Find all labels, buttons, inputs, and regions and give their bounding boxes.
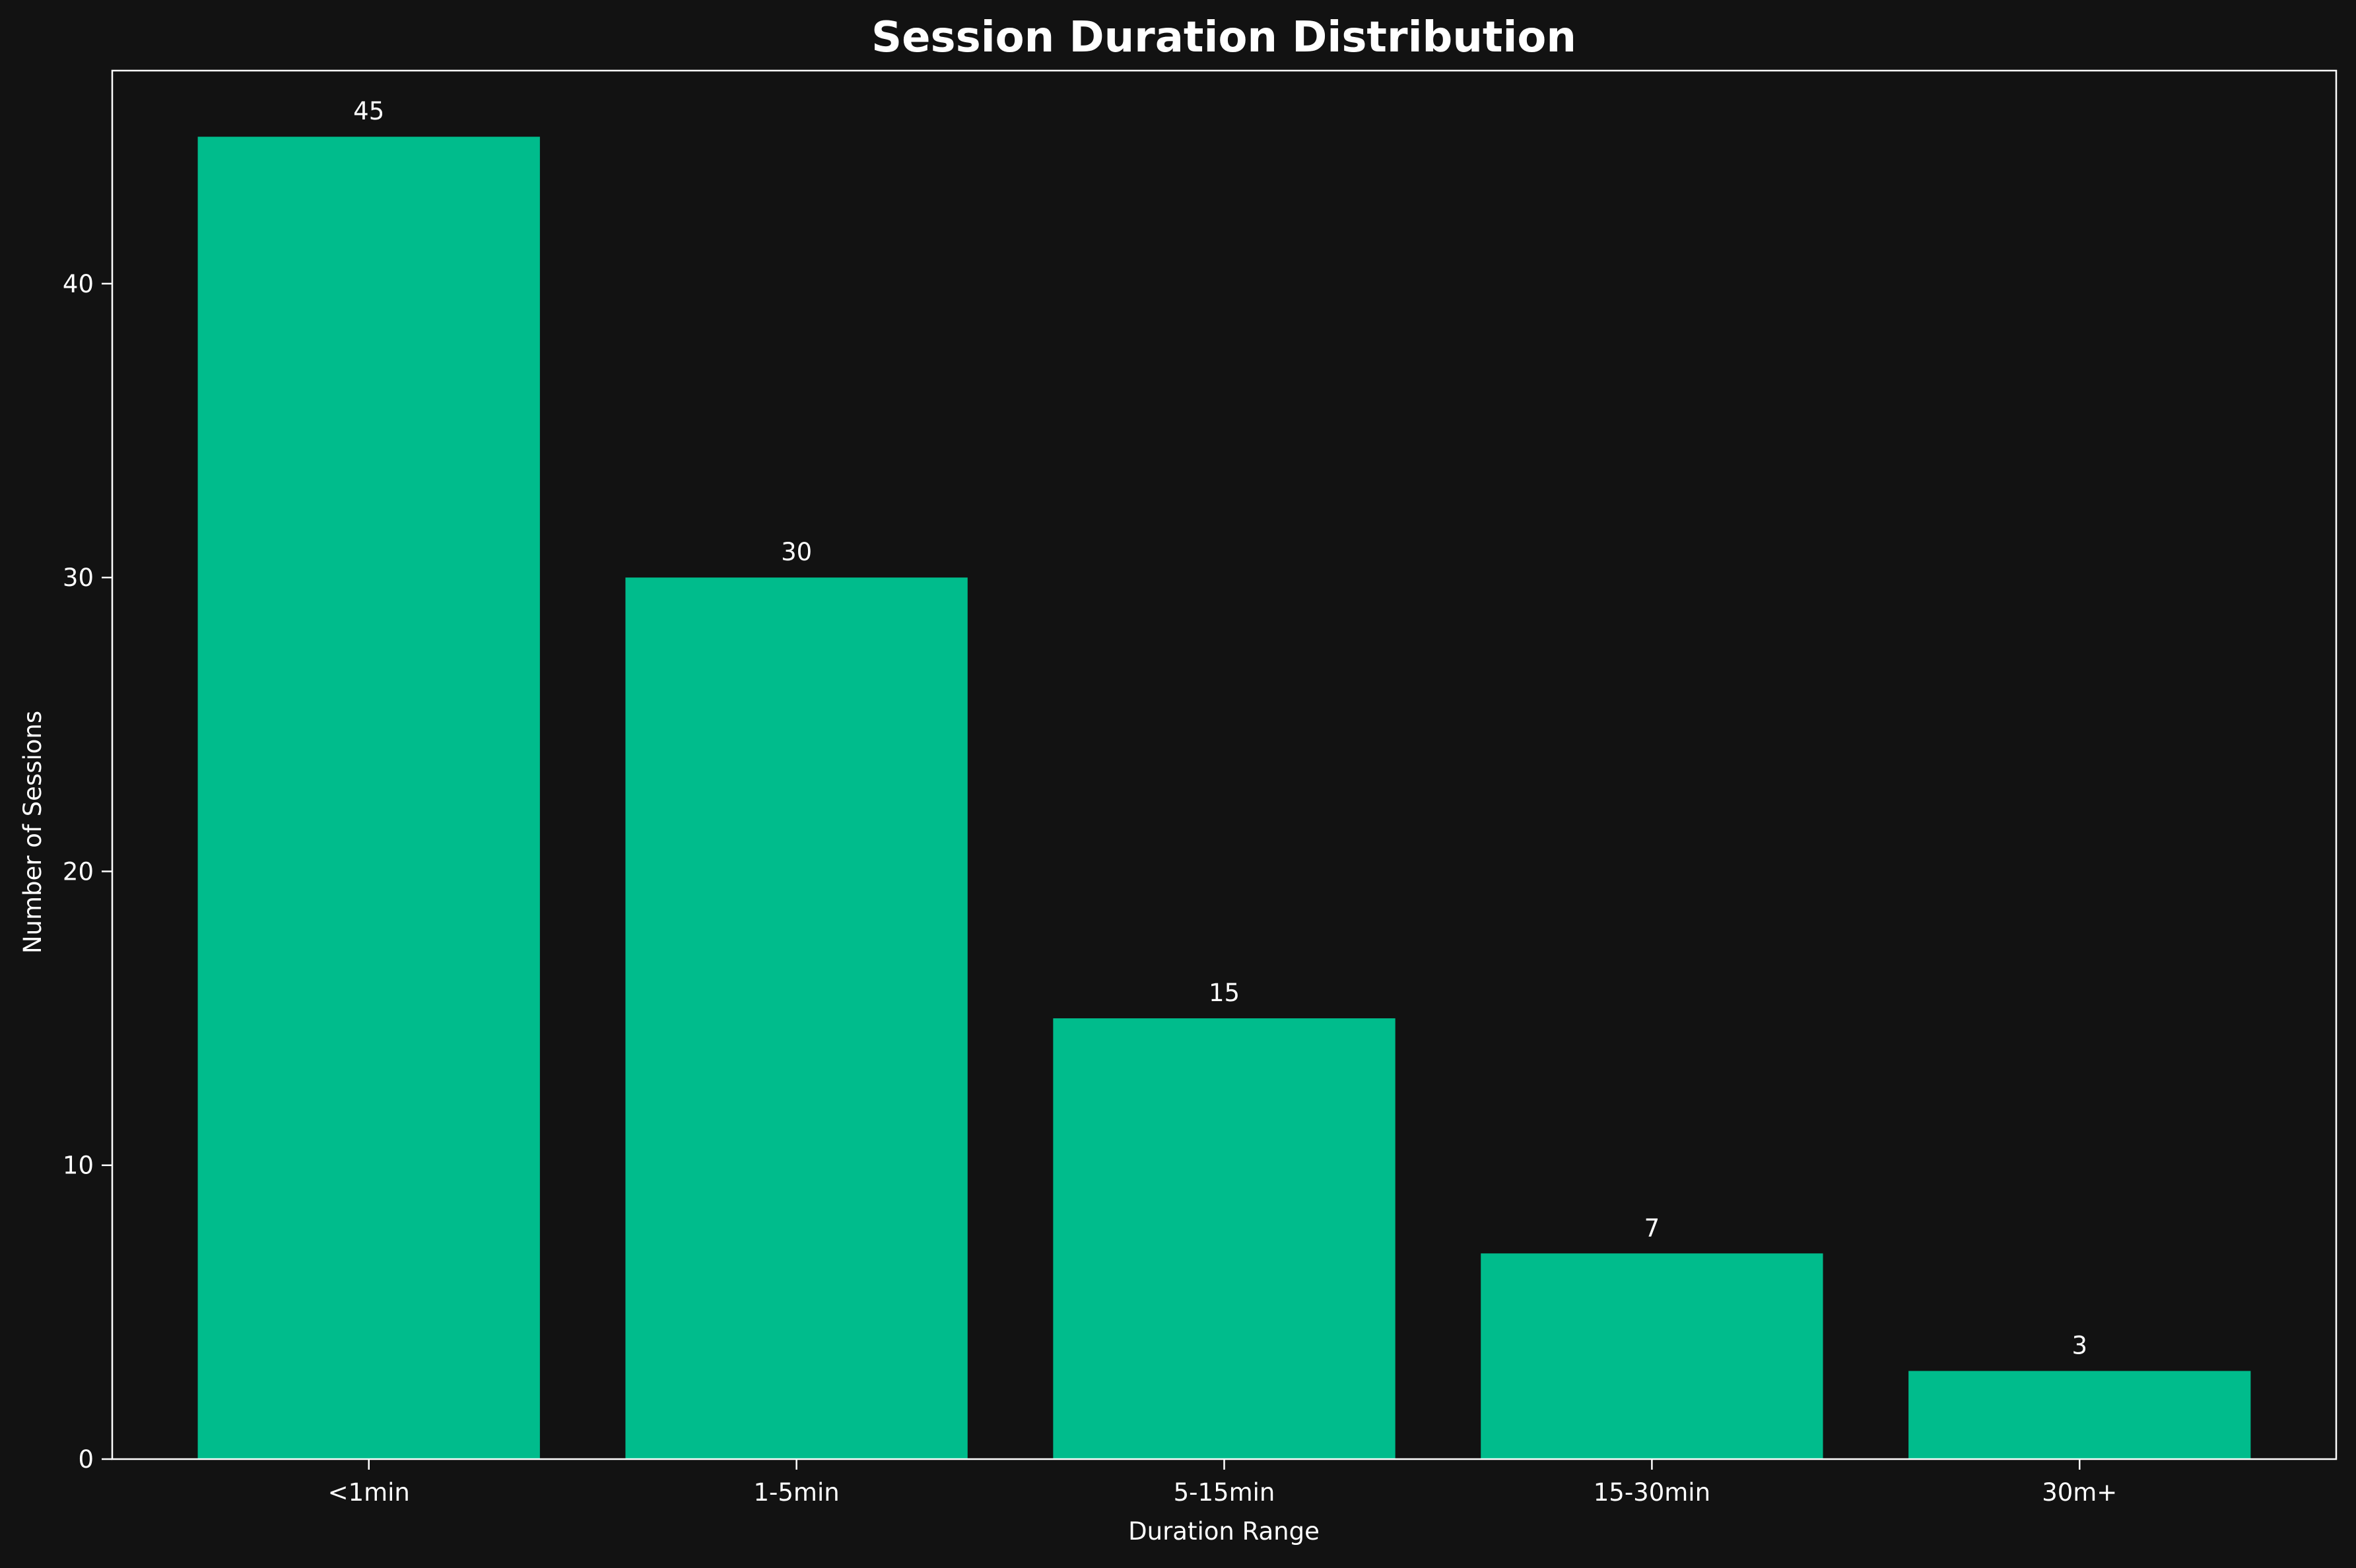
bar-value-label-3: 7 [1644, 1214, 1660, 1242]
y-tick-label-2: 20 [63, 857, 94, 886]
x-tick-label-3: 15-30min [1594, 1478, 1710, 1507]
y-axis-label: Number of Sessions [18, 711, 47, 954]
chart-title: Session Duration Distribution [871, 13, 1576, 62]
x-tick-label-2: 5-15min [1174, 1478, 1275, 1507]
plot-area: 45 <1min 30 1-5min 15 5-15min 7 15-30min 3 30m+ 0 1… [63, 69, 2338, 1507]
axes-frame [111, 69, 2338, 1460]
y-tick-label-0: 0 [78, 1445, 94, 1474]
x-tick-label-1: 1-5min [754, 1478, 840, 1507]
y-tick-label-4: 40 [63, 270, 94, 298]
bar-1 [625, 577, 968, 1460]
x-axis-label: Duration Range [1128, 1517, 1320, 1546]
y-tick-label-3: 30 [63, 564, 94, 592]
y-tick-label-1: 10 [63, 1152, 94, 1180]
x-tick-label-0: <1min [328, 1478, 410, 1507]
bar-value-label-4: 3 [2071, 1331, 2087, 1359]
bar-value-label-0: 45 [353, 97, 384, 125]
x-tick-label-4: 30m+ [2042, 1478, 2117, 1507]
bar-0 [197, 137, 540, 1460]
bar-value-label-1: 30 [781, 538, 812, 566]
bar-2 [1053, 1018, 1396, 1459]
bar-3 [1481, 1253, 1823, 1459]
bar-value-label-2: 15 [1209, 979, 1240, 1007]
bar-4 [1908, 1371, 2251, 1459]
